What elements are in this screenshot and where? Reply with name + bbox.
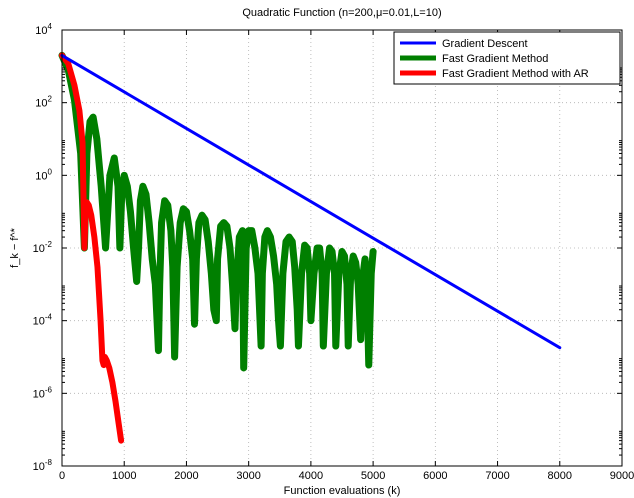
series-fast-gradient-ar (59, 52, 125, 444)
series-layer (58, 51, 562, 444)
y-axis-label: f_k − f^* (9, 227, 21, 267)
ticks (61, 29, 623, 467)
legend: Gradient Descent Fast Gradient Method Fa… (393, 31, 621, 85)
legend-label-gradient-descent: Gradient Descent (442, 38, 528, 50)
x-tick-label: 3000 (236, 470, 260, 482)
y-tick-label: 10-2 (33, 240, 53, 255)
chart-title: Quadratic Function (n=200,μ=0.01,L=10) (242, 7, 441, 19)
legend-label-fast-gradient-ar: Fast Gradient Method with AR (442, 68, 589, 80)
x-tick-label: 8000 (548, 470, 572, 482)
x-axis-label: Function evaluations (k) (284, 485, 401, 497)
x-tick-label: 4000 (299, 470, 323, 482)
x-tick-label: 5000 (361, 470, 385, 482)
x-tick-label: 2000 (174, 470, 198, 482)
x-tick-label: 7000 (485, 470, 509, 482)
x-tick-label: 6000 (423, 470, 447, 482)
x-tick-label: 0 (59, 470, 65, 482)
x-tick-label: 9000 (610, 470, 634, 482)
legend-label-fast-gradient: Fast Gradient Method (442, 53, 548, 65)
y-tick-label: 10-8 (33, 458, 53, 473)
y-tick-label: 10-6 (33, 385, 53, 400)
y-tick-label: 10-4 (33, 313, 53, 328)
y-tick-label: 102 (35, 95, 52, 110)
tick-labels: 0 1000 2000 3000 4000 5000 6000 7000 8000 9000 10-… (33, 22, 634, 482)
grid (62, 30, 622, 466)
series-gradient-descent (60, 53, 562, 350)
y-tick-label: 100 (35, 167, 52, 182)
y-tick-label: 104 (35, 22, 52, 37)
x-tick-label: 1000 (112, 470, 136, 482)
series-fast-gradient (58, 51, 377, 372)
